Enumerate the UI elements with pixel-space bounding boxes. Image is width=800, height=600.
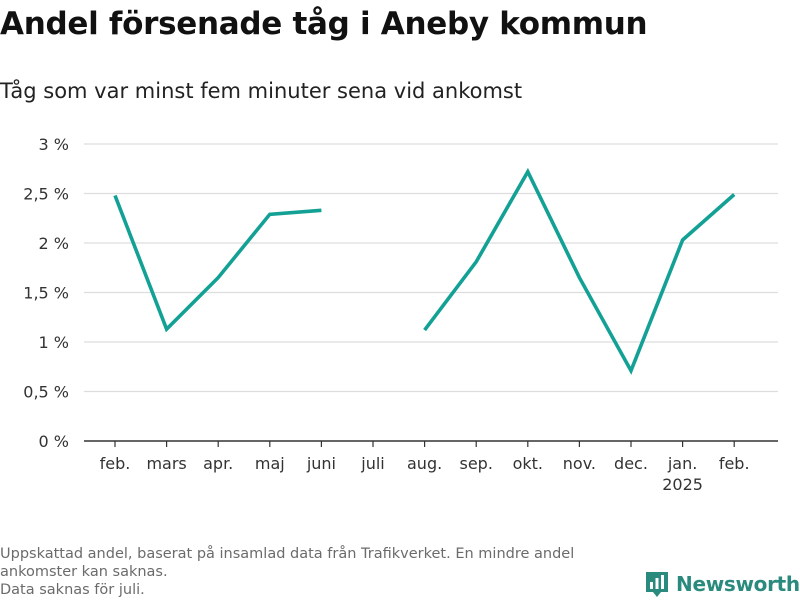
y-tick-label: 2 % — [39, 234, 69, 253]
newsworthy-logo: Newsworthy — [644, 569, 800, 599]
x-tick-label: feb. — [719, 454, 750, 473]
footnote: Uppskattad andel, baserat på insamlad da… — [0, 545, 630, 599]
gridlines — [84, 143, 778, 393]
x-tick-label: mars — [146, 454, 186, 473]
y-tick-label: 0,5 % — [23, 383, 69, 402]
x-tick-label: juli — [360, 454, 384, 473]
x-tick-label: sep. — [459, 454, 492, 473]
footnote-missing-data: Data saknas för juli. — [0, 582, 145, 598]
x-axis — [84, 440, 778, 447]
x-tick-label: aug. — [407, 454, 442, 473]
x-tick-label: apr. — [203, 454, 233, 473]
x-tick-label: okt. — [513, 454, 543, 473]
x-tick-label: nov. — [563, 454, 596, 473]
y-tick-label: 2,5 % — [23, 185, 69, 204]
logo-text: Newsworthy — [676, 572, 800, 596]
chart-subtitle: Tåg som var minst fem minuter sena vid a… — [0, 79, 523, 103]
series-lines — [113, 167, 736, 375]
x-tick-label: dec. — [614, 454, 648, 473]
x-tick-year-label: 2025 — [662, 475, 703, 494]
x-axis-tick-labels: feb. mars apr. maj juni juli aug. sep. okt. nov. d… — [100, 454, 750, 494]
y-tick-label: 0 % — [39, 432, 69, 451]
series-line-segment — [113, 194, 322, 333]
x-tick-label: juni — [306, 454, 336, 473]
y-tick-label: 1 % — [39, 333, 69, 352]
y-tick-label: 3 % — [39, 135, 69, 154]
y-tick-label: 1,5 % — [23, 284, 69, 303]
newsworthy-logo-icon — [646, 572, 668, 597]
x-tick-label: maj — [255, 454, 285, 473]
x-tick-label: jan. — [667, 454, 697, 473]
footnote-source: Uppskattad andel, baserat på insamlad da… — [0, 546, 575, 580]
line-chart: 0 % 0,5 % 1 % 1,5 % 2 % 2,5 % 3 % feb. mars apr.… — [23, 135, 778, 494]
x-tick-label: feb. — [100, 454, 131, 473]
chart-title: Andel försenade tåg i Aneby kommun — [0, 6, 648, 42]
y-axis-tick-labels: 0 % 0,5 % 1 % 1,5 % 2 % 2,5 % 3 % — [23, 135, 69, 451]
series-line-segment — [423, 167, 736, 375]
